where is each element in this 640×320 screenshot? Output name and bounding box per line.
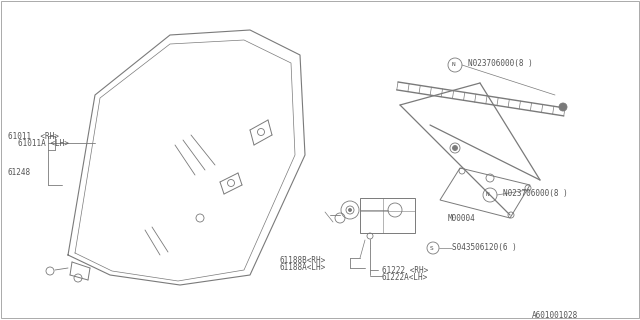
- Text: N023706000(8 ): N023706000(8 ): [468, 59, 532, 68]
- Circle shape: [349, 209, 351, 212]
- Text: 61248: 61248: [8, 168, 31, 177]
- Text: S043506120(6 ): S043506120(6 ): [452, 243, 516, 252]
- Text: 61188A<LH>: 61188A<LH>: [280, 263, 326, 272]
- Text: N: N: [486, 193, 490, 197]
- Circle shape: [452, 146, 458, 150]
- Text: 61011A <LH>: 61011A <LH>: [18, 139, 69, 148]
- Text: 61188B<RH>: 61188B<RH>: [280, 256, 326, 265]
- Text: A601001028: A601001028: [532, 311, 579, 320]
- Text: N023706000(8 ): N023706000(8 ): [503, 189, 568, 198]
- Text: N: N: [451, 62, 455, 68]
- Text: S: S: [429, 245, 433, 251]
- Circle shape: [559, 103, 567, 111]
- Text: M00004: M00004: [448, 214, 476, 223]
- Text: 61222A<LH>: 61222A<LH>: [382, 273, 428, 282]
- Text: 61011  <RH>: 61011 <RH>: [8, 132, 59, 141]
- Text: 61222 <RH>: 61222 <RH>: [382, 266, 428, 275]
